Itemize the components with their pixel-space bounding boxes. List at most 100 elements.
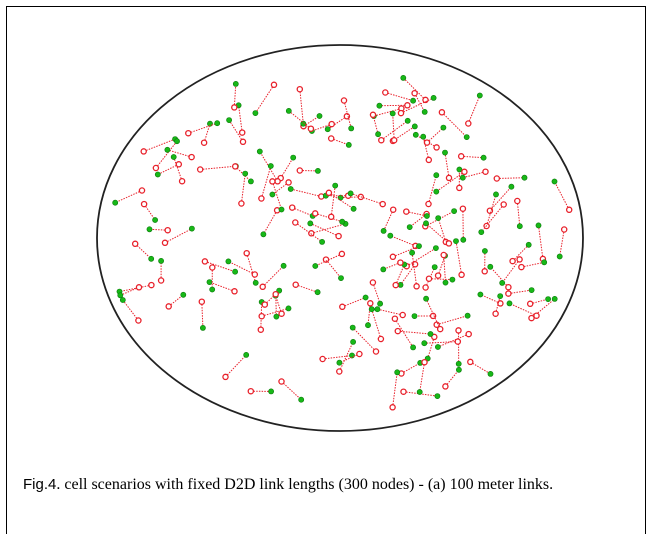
link-line [392,113,395,141]
link-line [200,165,236,170]
transmitter-node [560,226,568,233]
receiver-node [508,183,515,190]
link-line [120,286,140,296]
transmitter-node [411,261,419,268]
transmitter-node [152,164,160,172]
receiver-node [146,226,153,233]
transmitter-node [391,315,399,322]
link-line [424,341,458,344]
transmitter-node [140,148,147,155]
receiver-node [434,393,441,399]
receiver-node [453,238,459,244]
receiver-node [368,306,375,313]
receiver-node [423,220,429,227]
link-line [315,253,343,267]
link-line [292,207,313,217]
receiver-node [455,366,462,373]
transmitter-node [336,368,343,375]
receiver-node [487,370,494,377]
receiver-node [374,306,381,313]
receiver-node [421,109,428,115]
link-line [295,222,323,243]
receiver-node [376,102,383,109]
receiver-node [506,300,513,307]
receiver-node [280,262,287,269]
transmitter-node [457,153,465,160]
transmitter-node [157,277,165,284]
link-line [461,155,484,159]
transmitter-node [209,264,216,271]
transmitter-node [377,335,385,343]
link-line [422,136,430,161]
link-line [288,110,312,130]
transmitter-node [135,284,143,291]
receiver-node [278,206,285,213]
transmitter-node [138,187,146,194]
receiver-node [421,340,428,347]
link-line [352,327,377,352]
transmitter-node [231,288,238,295]
link-line [400,97,434,114]
transmitter-node [481,268,488,275]
transmitter-node [367,300,374,307]
link-line [246,253,257,283]
transmitter-node [335,232,342,240]
receiver-node [339,218,346,225]
transmitter-node [231,163,239,170]
transmitter-node [222,373,229,381]
receiver-node [225,258,232,265]
transmitter-node [493,175,501,182]
receiver-node [332,182,339,189]
receiver-node [336,359,343,366]
receiver-node [117,292,124,299]
link-line [411,252,418,287]
link-line [425,222,450,244]
receiver-node [285,108,292,114]
link-line [428,175,437,205]
link-line [143,138,176,152]
receiver-node [525,241,532,248]
transmitter-node [565,206,573,214]
receiver-node [362,294,369,301]
link-line [443,254,446,283]
receiver-node [412,131,419,138]
transmitter-node [269,178,276,185]
link-line [538,225,544,259]
transmitter-node [259,283,266,291]
receiver-node [521,174,528,181]
transmitter-node [231,104,238,111]
link-line [338,341,354,372]
transmitter-node [270,81,278,89]
link-line [233,83,237,108]
transmitter-node [296,85,304,93]
receiver-node [290,154,297,161]
receiver-node [377,300,383,307]
link-line [436,315,468,326]
link-line [414,92,426,113]
link-line [280,157,294,179]
link-line [428,278,453,281]
receiver-node [433,188,440,195]
transmitter-node [482,168,489,175]
link-line [406,247,437,267]
transmitter-node [339,303,346,311]
transmitter-node [243,249,250,257]
receiver-node [442,279,449,286]
transmitter-node [201,258,209,265]
receiver-node [416,389,423,395]
link-line [201,301,204,328]
receiver-node [459,174,466,181]
link-line [322,355,353,360]
link-line [122,299,139,321]
link-line [508,289,532,295]
transmitter-node [526,300,534,308]
receiver-node [349,324,356,331]
link-line [271,181,282,210]
transmitter-node [433,144,440,151]
transmitter-node [288,204,296,211]
receiver-node [442,149,448,156]
link-line [516,200,521,227]
link-line [157,163,180,175]
link-line [350,192,383,205]
transmitter-node [440,251,447,259]
